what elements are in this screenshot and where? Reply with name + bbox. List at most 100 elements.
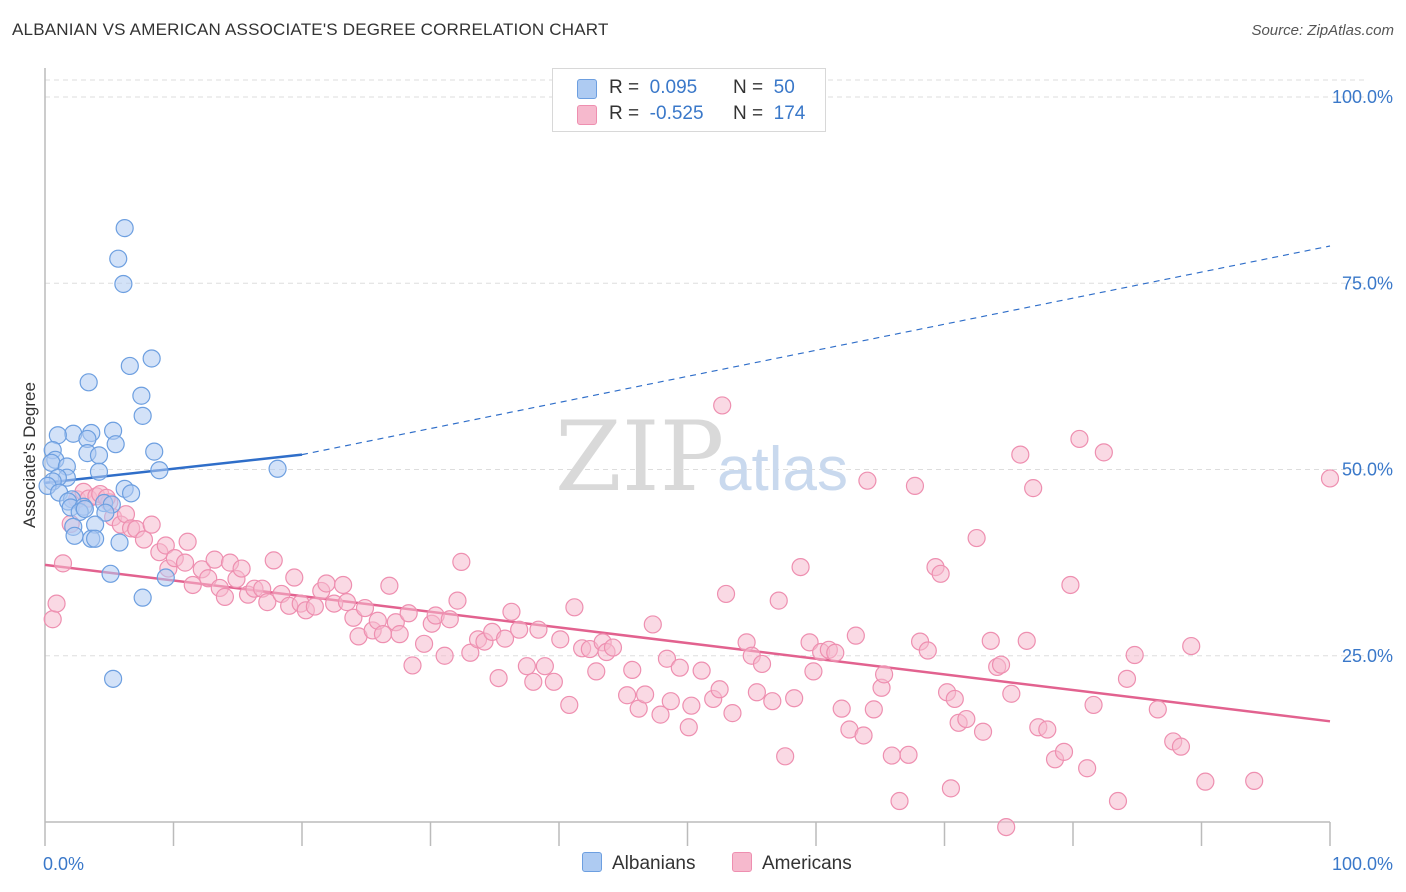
americans-point	[679, 718, 698, 737]
americans-point	[461, 643, 480, 662]
americans-point	[1171, 737, 1191, 756]
americans-point	[1196, 772, 1215, 791]
americans-point	[1078, 759, 1097, 778]
americans-point	[53, 554, 73, 573]
americans-point	[551, 630, 570, 649]
legend-n-value: 174	[773, 103, 806, 124]
americans-point	[373, 625, 393, 644]
americans-point	[657, 649, 677, 668]
americans-point	[205, 550, 224, 569]
americans-point	[232, 559, 251, 578]
americans-point	[905, 476, 925, 495]
albanians-point	[120, 356, 139, 376]
americans-point	[682, 696, 701, 715]
americans-point	[1320, 469, 1340, 488]
albanians-point	[104, 669, 123, 688]
legend-n-value: 50	[773, 77, 795, 98]
americans-point	[199, 569, 218, 588]
albanians-point	[65, 526, 84, 545]
americans-point	[399, 604, 418, 623]
americans-point	[651, 705, 670, 724]
americans-point	[858, 471, 877, 490]
americans-point	[264, 551, 283, 570]
americans-point	[334, 575, 353, 595]
americans-point	[918, 641, 937, 660]
americans-point	[973, 722, 993, 741]
bottom-legend-albanians: Albanians	[582, 852, 695, 875]
albanians-point	[268, 459, 287, 478]
americans-point	[763, 692, 782, 711]
americans-point	[495, 629, 515, 648]
americans-point	[1148, 700, 1167, 719]
americans-point	[1038, 720, 1057, 739]
americans-point	[716, 584, 736, 604]
americans-point	[623, 660, 642, 680]
americans-point	[776, 747, 795, 766]
americans-point	[156, 536, 175, 555]
americans-point	[524, 672, 543, 691]
americans-point	[317, 574, 336, 593]
americans-point	[997, 817, 1016, 837]
americans-point	[489, 668, 508, 688]
americans-point	[1024, 479, 1043, 498]
americans-point	[1117, 669, 1137, 688]
americans-point	[899, 745, 918, 764]
americans-point	[882, 746, 901, 765]
y-tick-label: 75.0%	[1342, 273, 1393, 293]
americans-point	[643, 615, 662, 634]
albanians-point	[106, 435, 125, 454]
americans-point	[723, 704, 742, 723]
albanians-swatch	[577, 79, 597, 99]
americans-point	[183, 575, 202, 595]
americans-point	[1054, 742, 1074, 761]
americans-point	[1061, 575, 1080, 595]
x-tick-label: 100.0%	[1332, 854, 1393, 874]
americans-point	[931, 564, 950, 583]
americans-point	[178, 532, 197, 551]
americans-point	[355, 598, 375, 618]
americans-point	[565, 598, 584, 617]
legend-r-value: -0.525	[649, 103, 704, 124]
americans-point	[414, 634, 434, 653]
chart-title: ALBANIAN VS AMERICAN ASSOCIATE'S DEGREE …	[12, 20, 609, 39]
americans-point	[435, 646, 454, 665]
legend-n-label: N =	[732, 77, 764, 98]
albanians-point	[156, 568, 175, 587]
americans-point	[670, 658, 689, 677]
americans-point	[175, 553, 195, 572]
americans-point	[941, 779, 961, 798]
americans-point	[791, 557, 810, 577]
americans-point	[1070, 429, 1089, 449]
americans-point	[142, 515, 161, 534]
albanians-point	[142, 349, 161, 368]
americans-point	[826, 643, 845, 662]
albanians-point	[75, 499, 94, 519]
y-tick-label: 50.0%	[1342, 460, 1393, 480]
americans-point	[991, 655, 1011, 674]
albanians-trend-line	[44, 453, 303, 485]
americans-point	[1094, 443, 1113, 462]
americans-point	[967, 528, 986, 548]
legend-r-label: R =	[609, 77, 640, 98]
americans-point	[661, 692, 680, 711]
americans-point	[945, 689, 964, 709]
axes	[44, 68, 1331, 846]
americans-point	[1108, 791, 1128, 811]
americans-point	[305, 597, 324, 616]
americans-point	[403, 656, 422, 675]
albanians-point	[79, 373, 98, 392]
americans-point	[603, 638, 623, 657]
americans-point	[618, 686, 637, 705]
americans-legend-label: Americans	[762, 853, 852, 874]
watermark-zip: ZIP	[555, 401, 724, 513]
americans-point	[785, 689, 804, 708]
y-tick-label: 100.0%	[1332, 87, 1393, 107]
albanians-point	[96, 503, 115, 522]
americans-point	[710, 680, 729, 699]
americans-point	[587, 662, 606, 681]
americans-point	[957, 709, 976, 729]
americans-point	[1017, 631, 1036, 650]
americans-point	[452, 552, 471, 571]
americans-point	[1245, 771, 1264, 791]
x-tick-label: 0.0%	[43, 854, 84, 874]
